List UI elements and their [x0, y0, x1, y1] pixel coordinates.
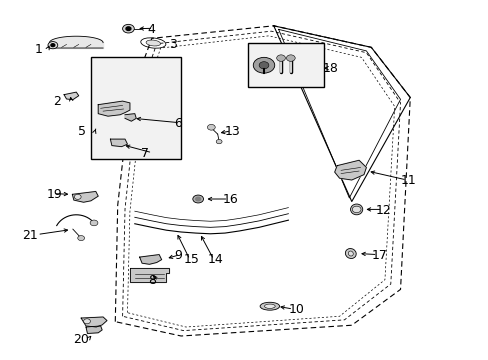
- Circle shape: [351, 206, 360, 213]
- Text: 16: 16: [222, 193, 238, 206]
- Ellipse shape: [345, 248, 355, 258]
- Text: 4: 4: [147, 23, 155, 36]
- Text: 20: 20: [73, 333, 89, 346]
- Ellipse shape: [260, 302, 279, 310]
- Text: 10: 10: [288, 303, 304, 316]
- Polygon shape: [72, 192, 98, 202]
- Circle shape: [122, 24, 134, 33]
- Circle shape: [216, 139, 222, 144]
- FancyBboxPatch shape: [91, 57, 181, 159]
- Ellipse shape: [347, 251, 352, 256]
- Circle shape: [51, 44, 55, 46]
- Circle shape: [83, 319, 90, 324]
- Circle shape: [90, 220, 98, 226]
- Ellipse shape: [350, 204, 362, 215]
- Circle shape: [276, 55, 285, 61]
- Circle shape: [253, 57, 274, 73]
- Circle shape: [259, 62, 268, 69]
- Circle shape: [207, 125, 215, 130]
- Polygon shape: [130, 268, 168, 282]
- Text: 21: 21: [22, 229, 38, 242]
- Text: 6: 6: [173, 117, 182, 130]
- Text: 1: 1: [34, 42, 42, 55]
- Text: 2: 2: [53, 95, 61, 108]
- Polygon shape: [334, 160, 366, 180]
- Text: 19: 19: [47, 188, 62, 201]
- Polygon shape: [125, 114, 136, 121]
- Text: 7: 7: [140, 147, 148, 159]
- Circle shape: [126, 27, 131, 31]
- Text: 18: 18: [322, 62, 338, 75]
- Circle shape: [74, 194, 81, 199]
- Circle shape: [195, 197, 200, 201]
- Polygon shape: [140, 255, 161, 264]
- Polygon shape: [64, 92, 79, 100]
- Ellipse shape: [146, 40, 160, 46]
- Text: 12: 12: [375, 204, 391, 217]
- FancyBboxPatch shape: [248, 42, 324, 87]
- Polygon shape: [110, 139, 127, 147]
- Text: 11: 11: [400, 174, 415, 186]
- Circle shape: [78, 235, 84, 240]
- Text: 17: 17: [370, 249, 386, 262]
- Text: 15: 15: [183, 253, 199, 266]
- Text: 14: 14: [207, 253, 223, 266]
- Circle shape: [48, 41, 58, 49]
- Text: 9: 9: [173, 249, 182, 262]
- Polygon shape: [98, 101, 130, 116]
- Text: 5: 5: [78, 125, 86, 138]
- Text: 13: 13: [224, 125, 240, 138]
- Circle shape: [286, 55, 295, 61]
- Text: 3: 3: [168, 38, 177, 51]
- Text: 8: 8: [147, 274, 156, 287]
- Polygon shape: [81, 317, 107, 327]
- Circle shape: [192, 195, 203, 203]
- Polygon shape: [86, 326, 102, 333]
- Ellipse shape: [264, 304, 275, 309]
